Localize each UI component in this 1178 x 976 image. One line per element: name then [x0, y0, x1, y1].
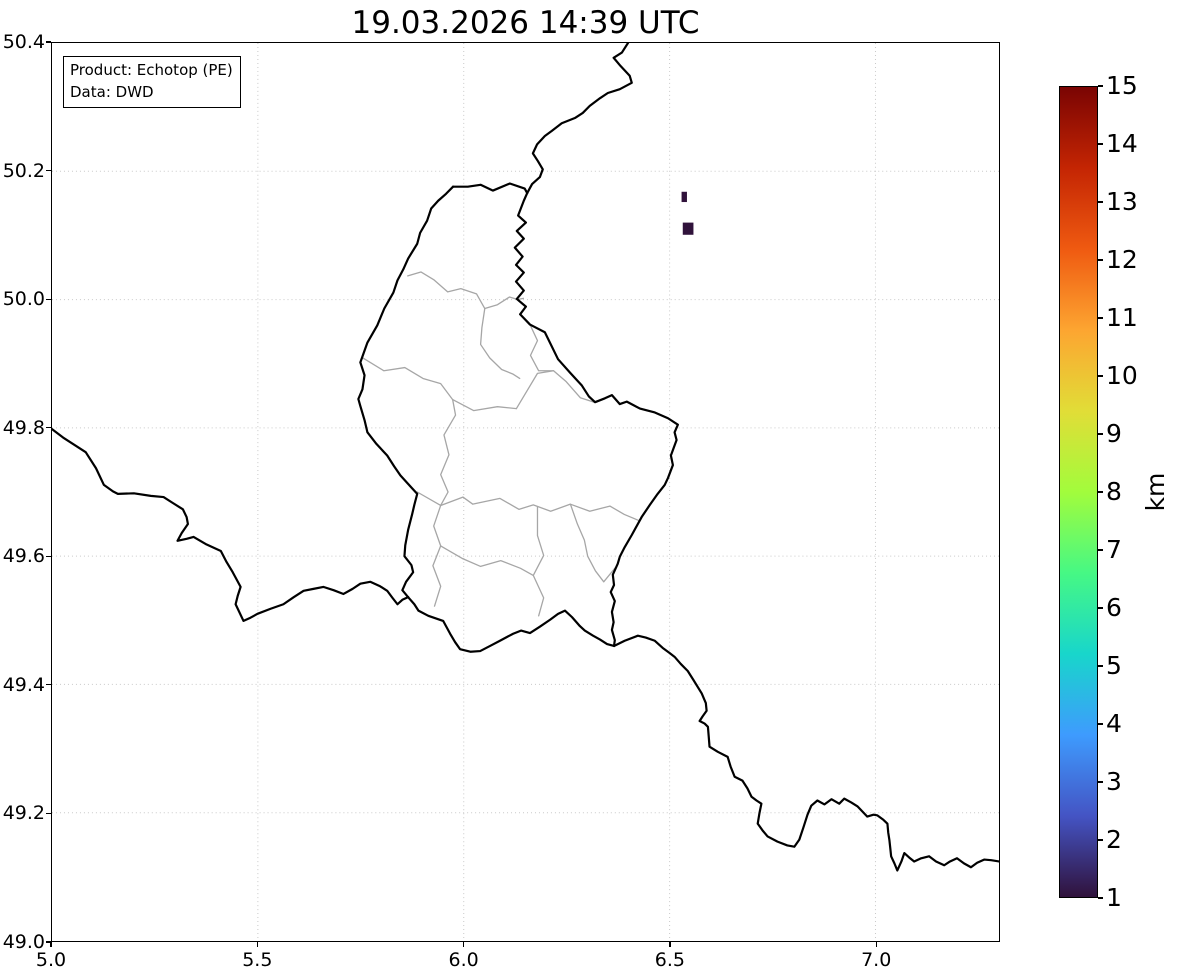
y-tick-label: 49.2 [2, 802, 45, 825]
colorbar-tick-mark [1098, 781, 1103, 783]
map-plot-area: Product: Echotop (PE) Data: DWD [51, 42, 1000, 942]
colorbar-tick-mark [1098, 665, 1103, 667]
x-tick-mark [875, 942, 877, 947]
colorbar-tick-mark [1098, 549, 1103, 551]
map-svg [52, 43, 999, 941]
country-border [451, 182, 529, 195]
y-tick-mark [46, 555, 51, 557]
colorbar-tick-label: 2 [1106, 825, 1122, 854]
district-border [529, 323, 555, 372]
colorbar [1059, 86, 1098, 898]
x-tick-mark [669, 942, 671, 947]
product-info-box: Product: Echotop (PE) Data: DWD [63, 56, 241, 108]
y-tick-label: 50.2 [2, 159, 45, 182]
colorbar-tick-mark [1098, 723, 1103, 725]
x-tick-label: 5.5 [242, 949, 273, 971]
y-tick-mark [46, 169, 51, 172]
colorbar-tick-label: 12 [1106, 245, 1138, 274]
colorbar-tick-label: 14 [1106, 129, 1138, 158]
district-border [432, 504, 442, 607]
colorbar-tick-mark [1098, 85, 1103, 87]
country-border [612, 634, 999, 872]
country-border [513, 191, 679, 648]
y-tick-label: 50.0 [2, 288, 45, 311]
colorbar-tick-label: 4 [1106, 709, 1122, 738]
district-border [569, 503, 618, 583]
colorbar-tick-mark [1098, 839, 1103, 841]
district-border [515, 370, 595, 410]
country-border [526, 43, 633, 195]
x-tick-label: 7.0 [861, 949, 892, 971]
y-tick-mark [46, 941, 51, 943]
district-border [362, 357, 518, 412]
district-border [479, 307, 521, 380]
colorbar-tick-label: 13 [1106, 187, 1138, 216]
data-source-label: Data: DWD [70, 83, 154, 101]
colorbar-tick-label: 7 [1106, 535, 1122, 564]
product-label: Product: Echotop (PE) [70, 61, 233, 79]
y-tick-label: 49.6 [2, 545, 45, 568]
country-border [357, 185, 455, 599]
x-tick-mark [50, 942, 52, 947]
colorbar-tick-mark [1098, 143, 1103, 145]
colorbar-tick-label: 11 [1106, 303, 1138, 332]
district-border [440, 398, 457, 507]
colorbar-tick-label: 9 [1106, 419, 1122, 448]
x-tick-label: 6.5 [654, 949, 686, 971]
colorbar-tick-mark [1098, 259, 1103, 261]
district-border [416, 491, 641, 522]
x-tick-label: 5.0 [35, 949, 67, 971]
colorbar-tick-label: 1 [1106, 883, 1122, 912]
x-tick-mark [256, 942, 258, 947]
colorbar-tick-mark [1098, 317, 1103, 319]
colorbar-tick-mark [1098, 201, 1103, 203]
colorbar-tick-label: 10 [1106, 361, 1138, 390]
y-tick-mark [46, 427, 51, 429]
colorbar-tick-label: 6 [1106, 593, 1122, 622]
colorbar-unit-label: km [1141, 472, 1170, 512]
x-tick-label: 6.0 [448, 949, 479, 971]
country-border [52, 428, 410, 623]
colorbar-tick-mark [1098, 375, 1103, 377]
colorbar-tick-mark [1098, 607, 1103, 609]
colorbar-tick-label: 15 [1106, 71, 1138, 100]
district-border [440, 545, 534, 577]
y-tick-label: 49.4 [2, 673, 45, 696]
colorbar-tick-label: 5 [1106, 651, 1122, 680]
y-tick-mark [46, 684, 51, 686]
plot-title: 19.03.2026 14:39 UTC [351, 5, 700, 41]
colorbar-tick-label: 3 [1106, 767, 1122, 796]
echo-cell [682, 222, 694, 235]
country-border [407, 596, 616, 653]
y-tick-label: 49.0 [2, 931, 45, 953]
y-tick-mark [46, 812, 51, 815]
district-border [532, 506, 545, 617]
y-tick-label: 50.4 [2, 31, 45, 53]
colorbar-tick-mark [1098, 433, 1103, 435]
y-tick-mark [46, 41, 51, 43]
x-tick-mark [463, 942, 465, 947]
y-tick-mark [46, 298, 51, 300]
colorbar-tick-mark [1098, 491, 1103, 493]
y-tick-label: 49.8 [2, 416, 45, 439]
colorbar-tick-mark [1098, 897, 1103, 899]
echo-cell [681, 191, 687, 203]
district-border [407, 271, 525, 310]
colorbar-tick-label: 8 [1106, 477, 1122, 506]
